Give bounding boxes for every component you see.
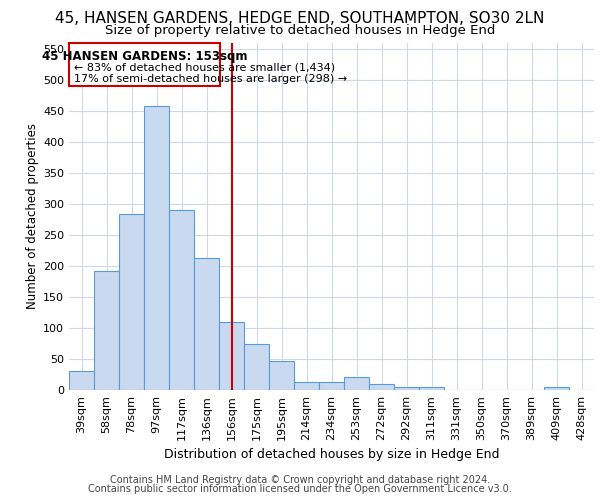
Text: 45 HANSEN GARDENS: 153sqm: 45 HANSEN GARDENS: 153sqm (42, 50, 247, 63)
Bar (219, 322, 244, 390)
Bar (69, 372, 94, 390)
Bar (544, 387, 569, 390)
Bar (244, 344, 269, 390)
Bar (194, 258, 219, 390)
Bar (369, 384, 394, 390)
Text: 17% of semi-detached houses are larger (298) →: 17% of semi-detached houses are larger (… (74, 74, 347, 84)
Bar (394, 387, 419, 390)
Text: 45, HANSEN GARDENS, HEDGE END, SOUTHAMPTON, SO30 2LN: 45, HANSEN GARDENS, HEDGE END, SOUTHAMPT… (55, 11, 545, 26)
Bar (144, 106, 169, 390)
Text: Size of property relative to detached houses in Hedge End: Size of property relative to detached ho… (105, 24, 495, 37)
Bar (294, 382, 319, 390)
Text: Contains HM Land Registry data © Crown copyright and database right 2024.: Contains HM Land Registry data © Crown c… (110, 475, 490, 485)
Bar (269, 362, 294, 390)
Text: Contains public sector information licensed under the Open Government Licence v3: Contains public sector information licen… (88, 484, 512, 494)
Bar (69, 42, 220, 86)
Bar (169, 210, 194, 390)
Bar (344, 377, 369, 390)
Bar (419, 387, 444, 390)
Text: ← 83% of detached houses are smaller (1,434): ← 83% of detached houses are smaller (1,… (74, 63, 335, 73)
Bar (94, 271, 119, 390)
Y-axis label: Number of detached properties: Number of detached properties (26, 123, 39, 309)
Bar (119, 214, 144, 390)
Bar (319, 382, 344, 390)
X-axis label: Distribution of detached houses by size in Hedge End: Distribution of detached houses by size … (164, 448, 499, 462)
